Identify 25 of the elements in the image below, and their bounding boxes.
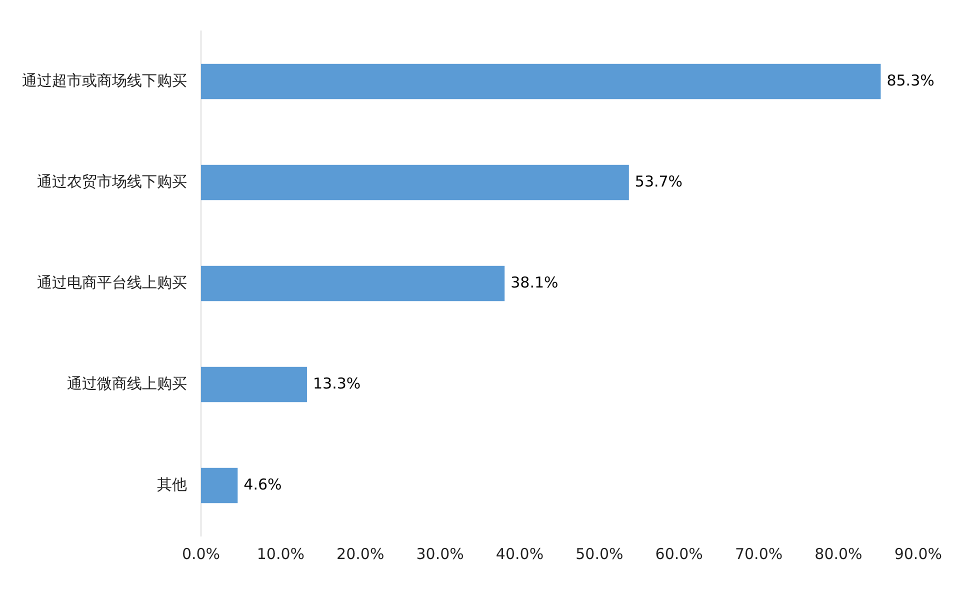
bar (201, 468, 238, 504)
data-label: 85.3% (886, 71, 934, 90)
data-label: 13.3% (312, 374, 361, 392)
x-tick-label: 40.0% (496, 544, 544, 563)
y-tick-label: 通过超市或商场线下购买 (22, 71, 187, 90)
x-tick-label: 60.0% (655, 544, 703, 563)
x-tick-label: 0.0% (182, 544, 220, 563)
x-tick-label: 20.0% (336, 544, 384, 563)
bar (201, 366, 307, 402)
bar (201, 164, 629, 200)
data-label: 38.1% (510, 273, 558, 292)
y-tick-label: 其他 (157, 475, 187, 494)
bar (201, 266, 505, 302)
x-tick-label: 70.0% (734, 544, 783, 563)
x-tick-label: 50.0% (576, 544, 624, 563)
data-label: 4.6% (244, 475, 282, 494)
y-tick-label: 通过电商平台线上购买 (37, 273, 187, 292)
x-tick-label: 10.0% (256, 544, 305, 563)
data-label: 53.7% (634, 172, 683, 190)
x-tick-label: 80.0% (814, 544, 862, 563)
y-tick-label: 通过农贸市场线下购买 (37, 172, 187, 190)
x-tick-label: 90.0% (894, 544, 942, 563)
bar (201, 64, 881, 100)
y-tick-label: 通过微商线上购买 (67, 374, 187, 392)
x-tick-label: 30.0% (416, 544, 464, 563)
